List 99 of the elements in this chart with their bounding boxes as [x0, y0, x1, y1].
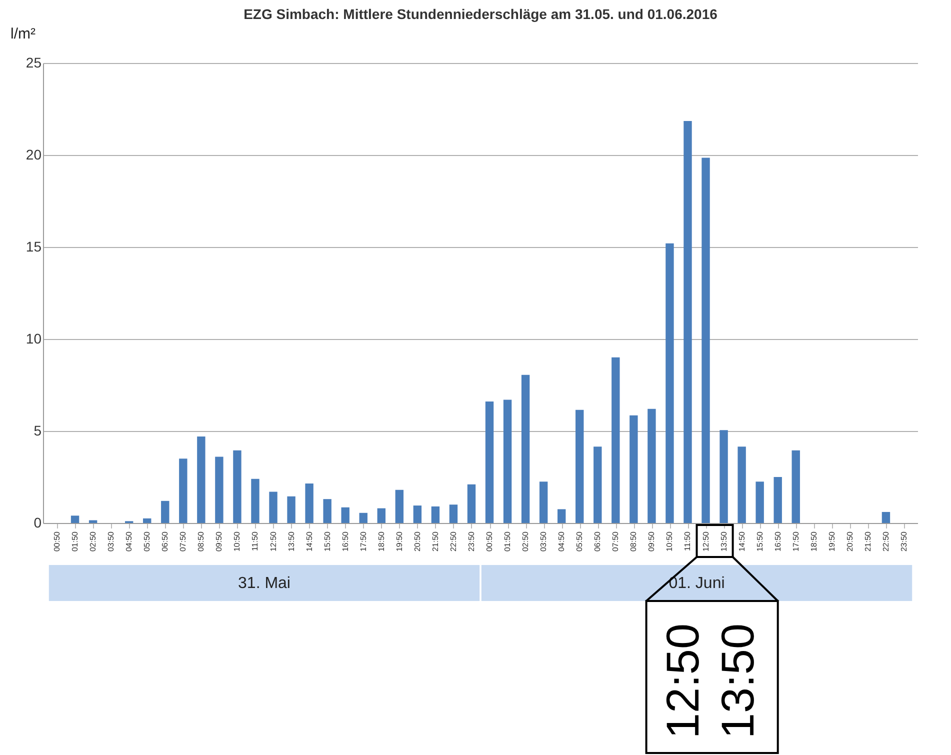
x-tick-label: 02:50 [521, 530, 530, 552]
bar [467, 484, 476, 523]
bar [341, 507, 350, 523]
chart-title: EZG Simbach: Mittlere Stundenniederschläge am 31.05. und 01.06.2016 [244, 6, 718, 22]
x-tick-label: 00:50 [485, 530, 494, 552]
x-tick-label: 22:50 [881, 530, 890, 552]
x-tick-label: 20:50 [412, 530, 422, 552]
text: 31. Mai [238, 575, 290, 592]
bar [269, 492, 278, 523]
bar [630, 415, 638, 523]
bar [485, 402, 494, 523]
x-tick-label: 13:50 [286, 530, 296, 552]
bar [503, 400, 512, 523]
bar [377, 508, 386, 523]
y-tick-label: 15 [26, 238, 42, 254]
x-tick-label: 08:50 [196, 530, 206, 552]
y-tick-label: 5 [34, 422, 42, 438]
x-tick-label: 06:50 [593, 530, 602, 552]
bar [792, 450, 800, 523]
bar [359, 512, 368, 523]
x-tick-label: 09:50 [647, 530, 656, 552]
x-tick-label: 21:50 [863, 530, 872, 552]
x-tick-label: 15:50 [755, 530, 764, 552]
x-tick-label: 16:50 [340, 530, 350, 552]
y-axis-title: l/m² [10, 26, 36, 42]
bar [720, 430, 728, 523]
bar [449, 504, 458, 523]
x-tick-label: 14:50 [737, 530, 746, 552]
bar [287, 496, 296, 523]
x-tick-label: 03:50 [106, 530, 116, 552]
x-tick-label: 00:50 [52, 530, 62, 552]
bar [251, 478, 260, 523]
x-tick-label: 23:50 [466, 530, 476, 552]
x-tick-label: 07:50 [611, 530, 620, 552]
x-tick-label: 04:50 [557, 530, 566, 552]
y-tick-label: 20 [26, 146, 42, 162]
x-tick-label: 11:50 [250, 530, 260, 551]
x-tick-label: 13:50 [719, 530, 728, 552]
x-tick-label: 16:50 [773, 530, 782, 552]
x-tick-label: 18:50 [809, 530, 818, 552]
bar [702, 158, 710, 523]
x-tick-label: 12:50 [268, 530, 278, 552]
x-tick-label: 20:50 [845, 530, 854, 552]
bar [756, 482, 764, 523]
bar [143, 518, 152, 523]
x-tick-label: 03:50 [539, 530, 548, 552]
x-tick-label: 15:50 [322, 530, 332, 552]
x-tick-label: 08:50 [629, 530, 638, 552]
x-tick-label: 10:50 [665, 530, 674, 552]
x-tick-label: 01:50 [70, 530, 80, 552]
bar [666, 243, 674, 523]
x-tick-label: 22:50 [448, 530, 458, 552]
x-tick-label: 11:50 [683, 530, 692, 551]
y-tick-label: 25 [26, 54, 42, 70]
bar [557, 509, 566, 523]
x-tick-label: 05:50 [575, 530, 584, 552]
bar [215, 456, 224, 523]
bar [161, 500, 170, 523]
bar [774, 477, 782, 523]
x-tick-label: 17:50 [358, 530, 368, 552]
bar [539, 482, 548, 523]
bar [594, 446, 602, 523]
text: 12:50 [656, 623, 709, 739]
bar [179, 458, 188, 523]
bar [738, 446, 746, 523]
bar [305, 483, 314, 523]
x-tick-label: 09:50 [214, 530, 224, 552]
bar [395, 490, 404, 523]
x-tick-label: 17:50 [791, 530, 800, 552]
y-tick-label: 10 [26, 330, 42, 346]
x-tick-label: 01:50 [503, 530, 512, 552]
bar [70, 516, 80, 523]
text: 13:50 [711, 623, 764, 739]
x-tick-label: 14:50 [304, 530, 314, 552]
x-tick-label: 02:50 [88, 530, 98, 552]
x-tick-label: 05:50 [142, 530, 152, 552]
x-tick-label: 23:50 [899, 530, 908, 552]
bar [648, 408, 656, 523]
bar [576, 410, 584, 523]
bar [413, 506, 422, 523]
x-tick-label: 07:50 [178, 530, 188, 552]
x-tick-label: 12:50 [701, 530, 710, 552]
x-tick-label: 06:50 [160, 530, 170, 552]
x-tick-label: 04:50 [124, 530, 134, 552]
bar [431, 506, 440, 523]
x-tick-label: 21:50 [430, 530, 440, 552]
x-tick-label: 19:50 [827, 530, 836, 552]
bar [323, 499, 332, 523]
bar [882, 512, 890, 523]
bar [88, 520, 98, 523]
x-tick-label: 18:50 [376, 530, 386, 552]
bar [233, 450, 242, 523]
bar [521, 374, 530, 523]
bar [612, 357, 620, 523]
x-tick-label: 10:50 [232, 530, 242, 552]
bar [684, 120, 692, 523]
bar [197, 436, 206, 523]
x-tick-label: 19:50 [394, 530, 404, 552]
y-tick-label: 0 [34, 514, 42, 530]
